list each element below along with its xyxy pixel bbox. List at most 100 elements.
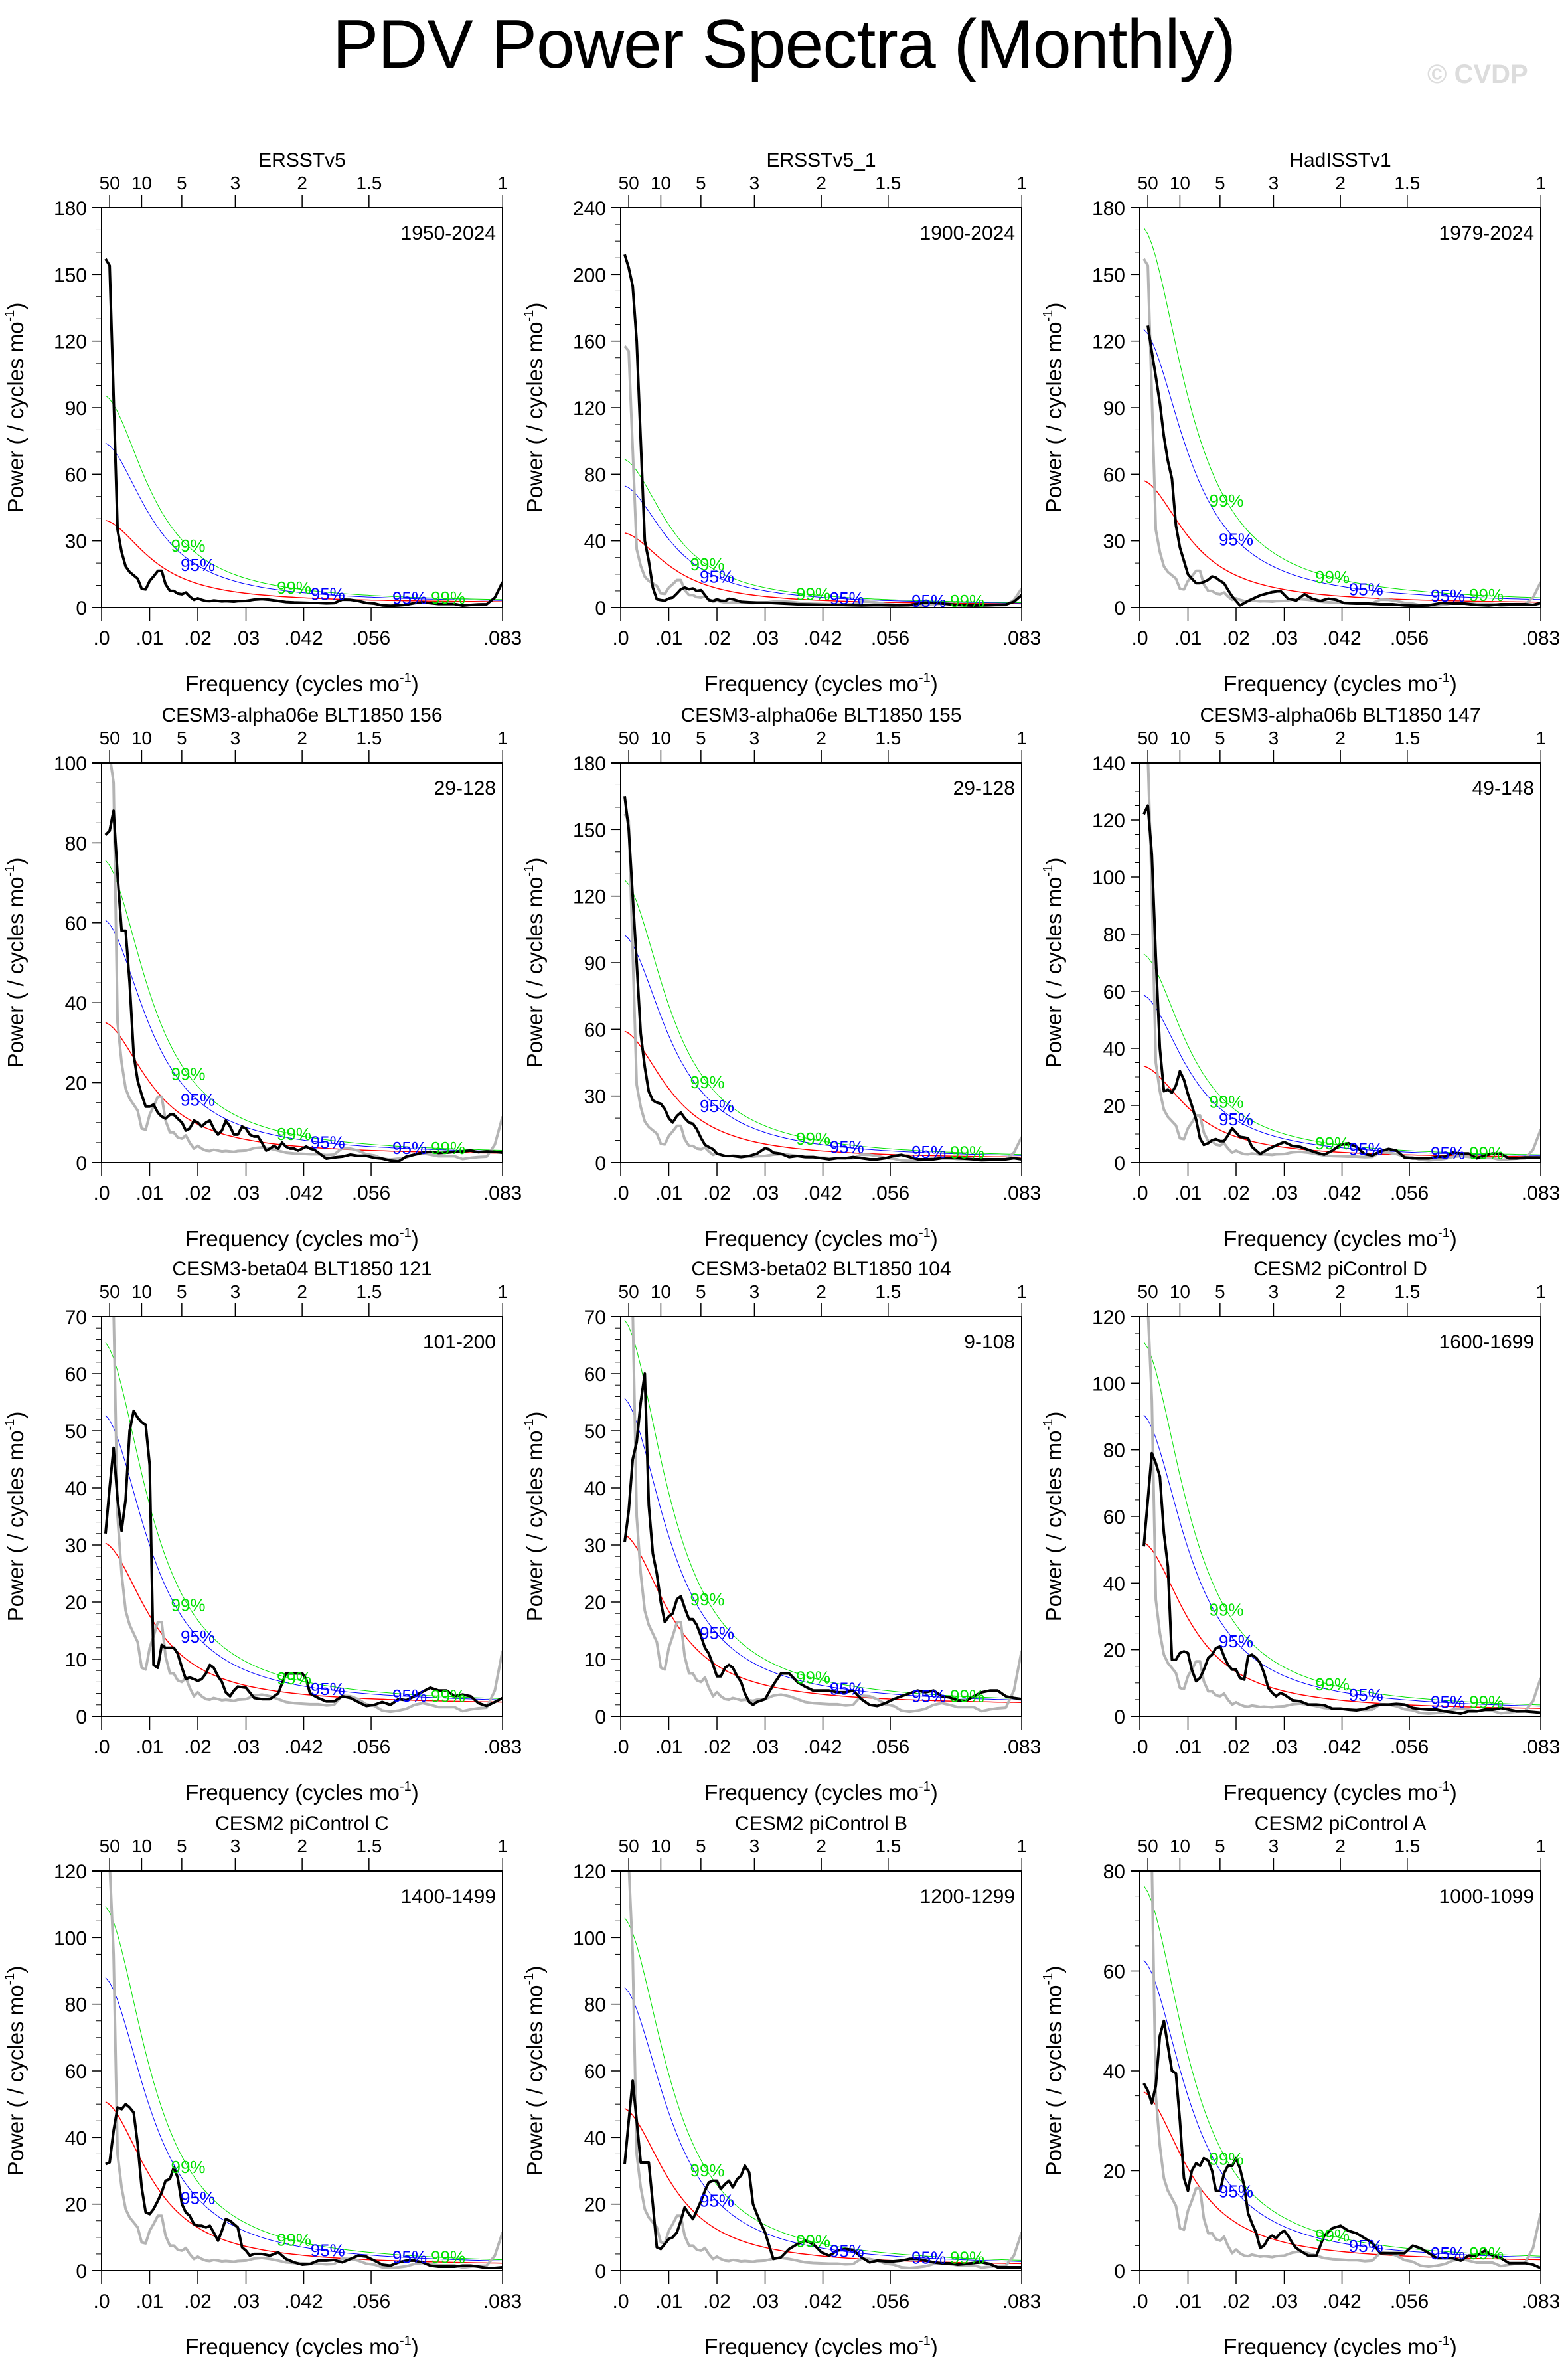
x-tick-label: .03 xyxy=(232,1736,260,1758)
top-tick-label: 50 xyxy=(1138,1836,1158,1856)
top-tick-label: 50 xyxy=(619,728,639,748)
plot-lines xyxy=(104,258,503,608)
y-tick-label: 40 xyxy=(65,1478,87,1500)
chart-panel: CESM2 piControl A1000-109999%99%99%95%95… xyxy=(1041,1813,1560,2357)
x-tick-label: .056 xyxy=(352,1736,390,1758)
y-axis-label: Power ( / cycles mo-1) xyxy=(3,858,28,1068)
top-tick-label: 3 xyxy=(230,1836,241,1856)
confidence-95-label: 95% xyxy=(311,1679,345,1699)
spectrum-line xyxy=(623,2079,1022,2269)
reference-spectrum-line xyxy=(1146,1317,1541,1715)
confidence-95-line xyxy=(624,935,1022,1156)
y-tick-label: 20 xyxy=(584,2194,606,2216)
plot-lines xyxy=(1142,763,1541,1162)
y-tick-label: 200 xyxy=(573,264,606,286)
x-tick-label: .056 xyxy=(871,1736,909,1758)
top-tick-label: 2 xyxy=(1335,1836,1346,1856)
x-tick-label: .01 xyxy=(655,1736,683,1758)
confidence-99-label: 99% xyxy=(690,1072,724,1092)
top-tick-label: 2 xyxy=(816,1836,826,1856)
reference-spectrum-line xyxy=(627,1871,1022,2269)
confidence-99-label: 99% xyxy=(796,1668,830,1688)
x-tick-label: .01 xyxy=(136,1736,164,1758)
confidence-99-label: 99% xyxy=(277,2230,311,2250)
y-tick-label: 120 xyxy=(1092,331,1125,353)
top-tick-label: 2 xyxy=(297,1281,307,1302)
top-tick-label: 2 xyxy=(297,1836,307,1856)
y-axis-label: Power ( / cycles mo-1) xyxy=(522,1412,547,1622)
y-axis-label: Power ( / cycles mo-1) xyxy=(1041,1966,1066,2176)
confidence-95-label: 95% xyxy=(1219,1631,1253,1651)
confidence-95-line xyxy=(624,485,1022,604)
top-tick-label: 50 xyxy=(619,173,639,193)
red-noise-line xyxy=(624,532,1022,605)
y-tick-label: 40 xyxy=(65,2127,87,2149)
x-tick-label: .083 xyxy=(483,627,522,649)
x-tick-label: .02 xyxy=(184,627,212,649)
y-tick-label: 0 xyxy=(595,1706,606,1728)
reference-spectrum-line xyxy=(1146,763,1541,1162)
confidence-99-label: 99% xyxy=(796,2231,830,2251)
chart-panel: CESM3-beta04 BLT1850 121 101-200 99% 99% 99%… xyxy=(3,1258,522,1805)
y-tick-label: 240 xyxy=(573,198,606,220)
y-tick-label: 180 xyxy=(1092,198,1125,220)
plot-lines xyxy=(623,254,1022,608)
x-tick-label: .042 xyxy=(284,1182,323,1204)
confidence-99-line xyxy=(1143,1342,1541,1706)
x-tick-label: .042 xyxy=(803,1736,842,1758)
y-tick-label: 140 xyxy=(1092,753,1125,775)
y-tick-label: 80 xyxy=(1103,1861,1125,1883)
confidence-99-label: 99% xyxy=(950,1142,984,1162)
reference-spectrum-line xyxy=(109,763,503,1161)
x-axis-label: Frequency (cycles mo-1) xyxy=(185,1779,419,1805)
y-tick-label: 80 xyxy=(1103,924,1125,946)
y-tick-label: 80 xyxy=(1103,1440,1125,1462)
figure-title: PDV Power Spectra (Monthly) xyxy=(332,6,1236,83)
confidence-95-label: 95% xyxy=(1431,1143,1465,1163)
x-tick-label: .01 xyxy=(136,627,164,649)
confidence-95-label: 95% xyxy=(1431,1692,1465,1712)
y-tick-label: 60 xyxy=(65,464,87,486)
x-tick-label: .03 xyxy=(751,1182,779,1204)
top-tick-label: 1 xyxy=(497,728,508,748)
y-tick-label: 80 xyxy=(584,1994,606,2016)
top-tick-label: 2 xyxy=(1335,173,1346,193)
confidence-95-label: 95% xyxy=(1349,1139,1383,1159)
plot-lines xyxy=(105,1871,503,2269)
y-tick-label: 0 xyxy=(595,598,606,619)
top-tick-label: 1.5 xyxy=(875,1836,901,1856)
y-tick-label: 30 xyxy=(584,1535,606,1557)
top-tick-label: 5 xyxy=(1215,1836,1225,1856)
reference-spectrum-line xyxy=(631,1317,1022,1714)
top-tick-label: 10 xyxy=(1170,728,1190,748)
confidence-99-line xyxy=(105,395,503,600)
x-tick-label: .083 xyxy=(1002,1182,1041,1204)
panel-period-label: 1950-2024 xyxy=(401,222,496,244)
top-tick-label: 5 xyxy=(696,728,706,748)
x-tick-label: .056 xyxy=(871,1182,909,1204)
y-tick-label: 0 xyxy=(1114,2261,1125,2283)
panel-period-label: 49-148 xyxy=(1472,777,1534,799)
confidence-99-label: 99% xyxy=(277,1124,311,1144)
y-tick-label: 80 xyxy=(584,464,606,486)
confidence-95-line xyxy=(624,1987,1022,2262)
y-tick-label: 40 xyxy=(584,531,606,553)
top-tick-label: 10 xyxy=(131,173,152,193)
y-tick-label: 10 xyxy=(584,1649,606,1671)
y-tick-label: 100 xyxy=(573,1927,606,1949)
y-tick-label: 40 xyxy=(1103,2061,1125,2083)
panel-period-label: 1900-2024 xyxy=(920,222,1015,244)
top-tick-label: 5 xyxy=(696,173,706,193)
confidence-99-label: 99% xyxy=(796,1129,830,1149)
y-axis-label: Power ( / cycles mo-1) xyxy=(522,303,547,513)
top-tick-label: 10 xyxy=(131,1836,152,1856)
chart-panel: CESM2 piControl C1400-149999%99%99%95%95… xyxy=(3,1813,522,2357)
top-tick-label: 50 xyxy=(1138,728,1158,748)
x-tick-label: .083 xyxy=(1002,2291,1041,2313)
confidence-95-label: 95% xyxy=(1431,586,1465,606)
x-tick-label: .02 xyxy=(703,2291,731,2313)
confidence-99-label: 99% xyxy=(690,1589,724,1609)
y-tick-label: 60 xyxy=(1103,981,1125,1003)
